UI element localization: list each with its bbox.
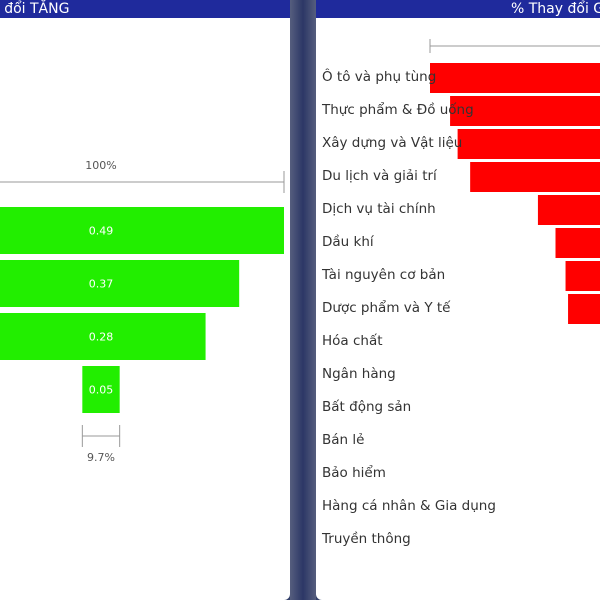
category-label: Du lịch và giải trí bbox=[322, 168, 437, 184]
decrease-bar bbox=[565, 261, 600, 291]
top-scale-bracket bbox=[429, 39, 600, 53]
bottom-scale-bracket bbox=[81, 425, 121, 447]
category-label: Dịch vụ tài chính bbox=[322, 201, 436, 217]
increase-bar-value: 0.05 bbox=[89, 384, 114, 397]
decrease-bar bbox=[457, 129, 600, 159]
right-chart-header: % Thay đổi G bbox=[316, 0, 600, 18]
decrease-bar bbox=[537, 195, 600, 225]
decrease-bar bbox=[430, 63, 600, 93]
top-scale-label: 100% bbox=[85, 159, 116, 172]
category-label: Bất động sản bbox=[322, 399, 412, 415]
decrease-bar-chart bbox=[429, 39, 600, 324]
bottom-scale-label: 9.7% bbox=[87, 451, 115, 464]
left-chart-header: hay đổi TĂNG bbox=[0, 0, 290, 18]
increase-bar bbox=[0, 260, 240, 307]
panel-divider bbox=[290, 0, 316, 600]
category-label: Hóa chất bbox=[322, 333, 383, 349]
decrease-bar bbox=[470, 162, 600, 192]
increase-bar-value: 0.49 bbox=[89, 225, 114, 238]
increase-bar bbox=[0, 313, 206, 360]
category-label: Ngân hàng bbox=[322, 366, 396, 382]
increase-bar-value: 0.28 bbox=[89, 331, 114, 344]
category-label: Dược phẩm và Y tế bbox=[322, 300, 451, 316]
increase-bar-chart: 100% 0.49 0.37 0.28 0.05 9.7% bbox=[0, 159, 285, 464]
decrease-bar bbox=[555, 228, 600, 258]
category-label: Tài nguyên cơ bản bbox=[322, 267, 446, 283]
category-label: Thực phẩm & Đồ uống bbox=[322, 102, 474, 118]
increase-bar bbox=[82, 366, 120, 413]
category-label: Ô tô và phụ tùng bbox=[322, 69, 437, 85]
category-label: Dầu khí bbox=[322, 234, 374, 250]
increase-bar bbox=[0, 207, 284, 254]
right-chart-panel: % Thay đổi G Ô tô và phụ tùng Thực phẩm &… bbox=[316, 0, 600, 600]
top-scale-bracket bbox=[0, 171, 285, 193]
decrease-bar bbox=[450, 96, 600, 126]
right-chart-title: % Thay đổi G bbox=[511, 1, 600, 17]
category-label: Xây dựng và Vật liệu bbox=[322, 135, 463, 151]
increase-bar-value: 0.37 bbox=[89, 278, 114, 291]
left-chart-panel: hay đổi TĂNG 100% 0.49 0.37 0.28 0.05 9.7% bbox=[0, 0, 290, 600]
category-label: Truyền thông bbox=[322, 531, 411, 547]
category-label: Hàng cá nhân & Gia dụng bbox=[322, 498, 496, 514]
decrease-bar bbox=[568, 294, 600, 324]
left-chart-title: hay đổi TĂNG bbox=[0, 1, 70, 17]
category-label: Bảo hiểm bbox=[322, 465, 386, 481]
category-label: Bán lẻ bbox=[322, 432, 365, 448]
